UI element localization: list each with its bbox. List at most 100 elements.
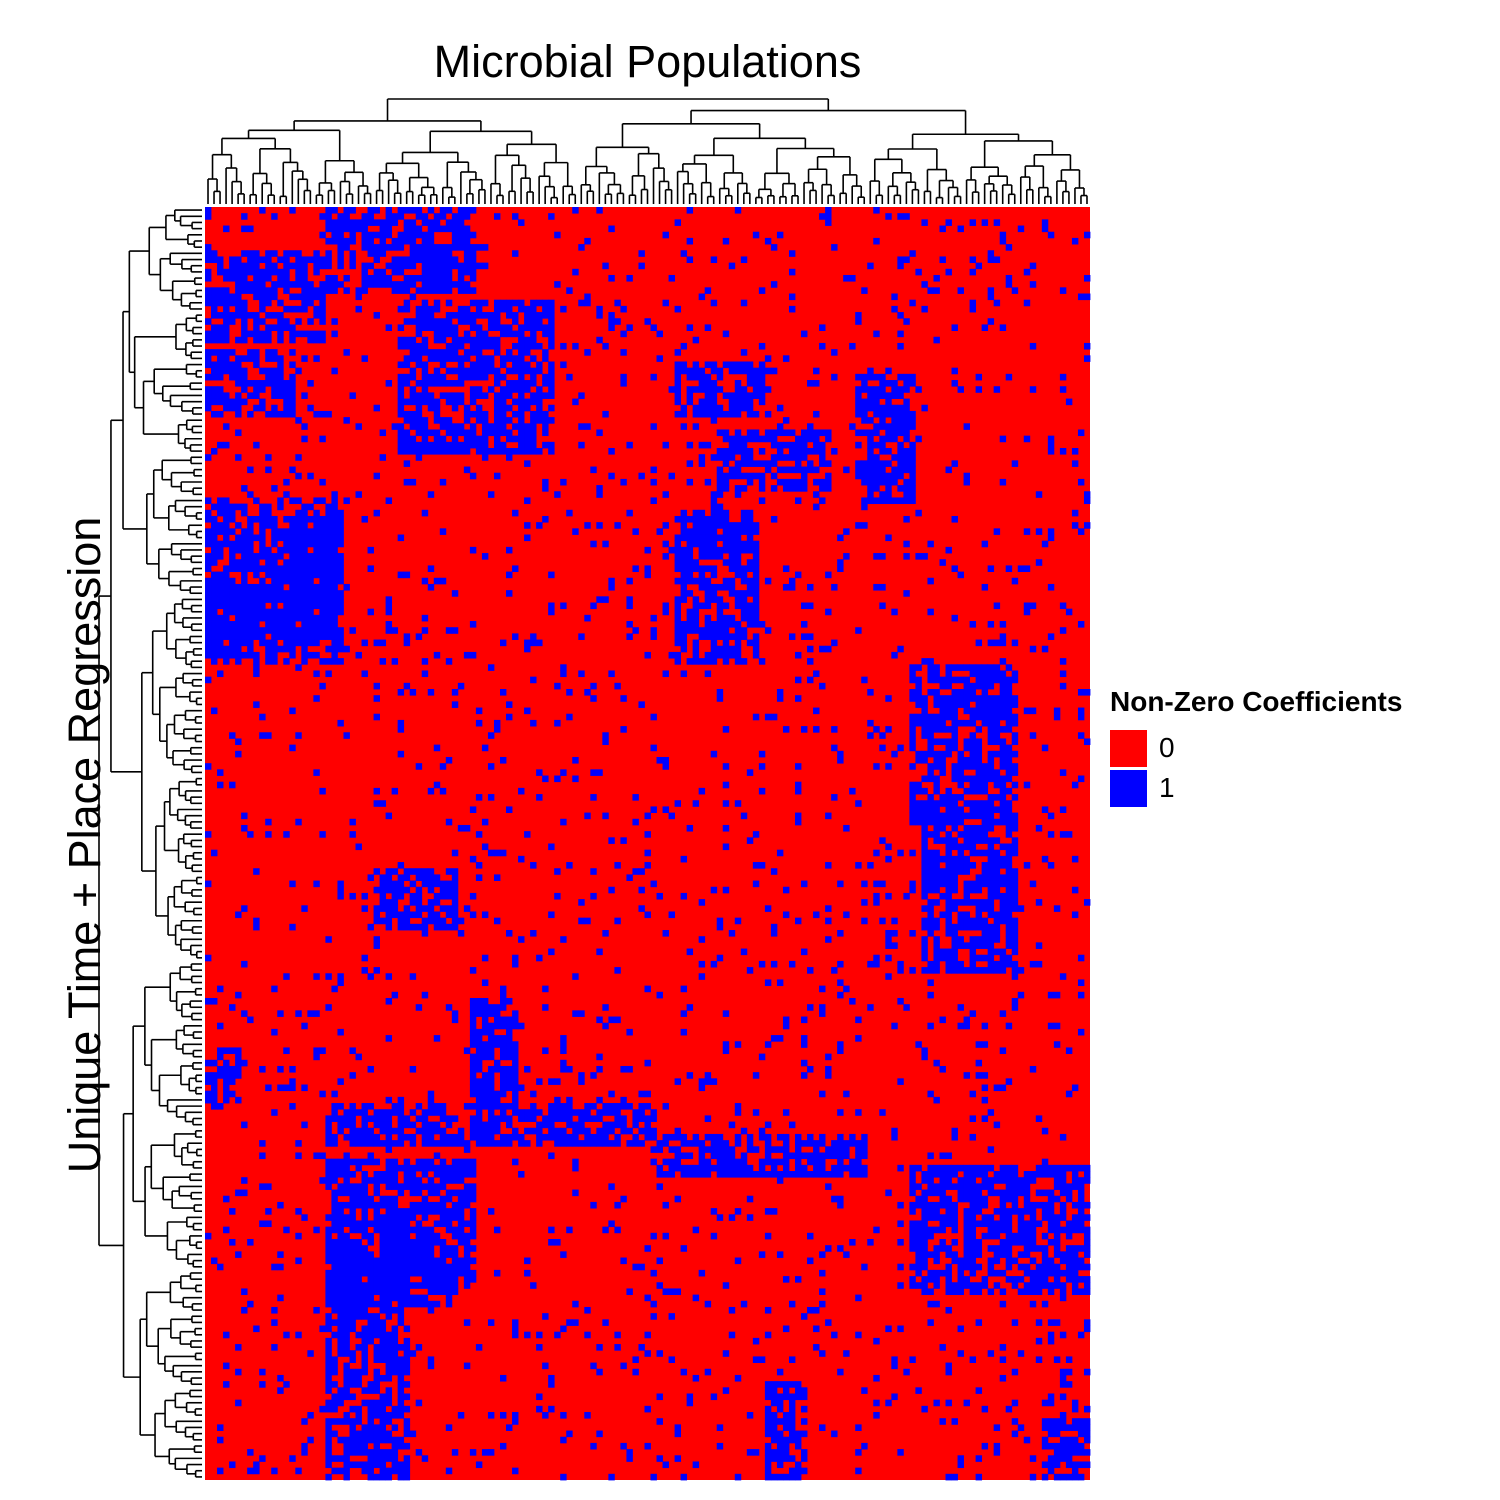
heatmap-cell bbox=[433, 577, 441, 585]
heatmap-cell bbox=[837, 1195, 844, 1203]
heatmap-cell bbox=[337, 658, 344, 665]
heatmap-cell bbox=[927, 886, 934, 894]
heatmap-cell bbox=[680, 590, 688, 597]
heatmap-cell bbox=[692, 386, 700, 393]
heatmap-cell bbox=[987, 911, 995, 919]
heatmap-cell bbox=[999, 1189, 1007, 1197]
heatmap-cell bbox=[469, 410, 477, 418]
heatmap-cell bbox=[782, 1171, 790, 1178]
heatmap-cell bbox=[331, 281, 338, 288]
heatmap-cell bbox=[205, 831, 212, 838]
heatmap-cell bbox=[223, 1078, 230, 1085]
heatmap-cell bbox=[421, 930, 429, 937]
heatmap-cell bbox=[307, 503, 314, 511]
heatmap-cell bbox=[349, 1189, 356, 1197]
heatmap-cell bbox=[650, 744, 657, 752]
heatmap-cell bbox=[391, 1195, 399, 1203]
heatmap-cell bbox=[415, 441, 423, 449]
heatmap-cell bbox=[819, 485, 826, 492]
heatmap-cell bbox=[1041, 540, 1049, 548]
heatmap-cell bbox=[211, 577, 218, 585]
heatmap-cell bbox=[782, 583, 790, 591]
heatmap-cell bbox=[867, 441, 874, 449]
heatmap-cell bbox=[722, 1041, 730, 1048]
heatmap-cell bbox=[746, 361, 754, 369]
heatmap-cell bbox=[1023, 781, 1031, 789]
heatmap-cell bbox=[680, 546, 688, 554]
heatmap-cell bbox=[915, 268, 922, 276]
heatmap-cell bbox=[999, 862, 1007, 869]
heatmap-cell bbox=[481, 1103, 489, 1110]
heatmap-cell bbox=[223, 1065, 230, 1073]
heatmap-cell bbox=[698, 460, 706, 467]
heatmap-cell bbox=[939, 726, 946, 733]
heatmap-cell bbox=[217, 621, 224, 628]
heatmap-cell bbox=[271, 312, 278, 319]
heatmap-cell bbox=[891, 404, 898, 412]
heatmap-cell bbox=[1071, 1164, 1079, 1172]
heatmap-cell bbox=[927, 831, 934, 838]
heatmap-cell bbox=[975, 775, 983, 783]
heatmap-cell bbox=[457, 213, 465, 220]
heatmap-cell bbox=[493, 410, 501, 418]
heatmap-cell bbox=[355, 423, 362, 430]
heatmap-cell bbox=[277, 380, 284, 387]
heatmap-cell bbox=[475, 1127, 483, 1135]
heatmap-cell bbox=[301, 515, 308, 523]
heatmap-cell bbox=[289, 380, 296, 387]
heatmap-cell bbox=[439, 892, 447, 900]
heatmap-cell bbox=[289, 559, 296, 566]
heatmap-cell bbox=[241, 905, 248, 912]
heatmap-cell bbox=[391, 1201, 399, 1209]
heatmap-cell bbox=[265, 658, 272, 665]
heatmap-cell bbox=[951, 689, 958, 696]
heatmap-cell bbox=[229, 361, 236, 369]
heatmap-cell bbox=[963, 478, 970, 486]
heatmap-cell bbox=[644, 911, 651, 919]
heatmap-cell bbox=[463, 207, 471, 214]
heatmap-cell bbox=[939, 559, 946, 566]
heatmap-cell bbox=[403, 441, 411, 449]
heatmap-cell bbox=[987, 1164, 995, 1172]
heatmap-cell bbox=[885, 367, 892, 375]
heatmap-cell bbox=[463, 1164, 471, 1172]
heatmap-cell bbox=[397, 244, 405, 251]
heatmap-cell bbox=[253, 312, 260, 319]
heatmap-cell bbox=[343, 1133, 350, 1141]
heatmap-cell bbox=[331, 1208, 338, 1215]
heatmap-cell bbox=[740, 528, 748, 535]
heatmap-cell bbox=[969, 954, 977, 962]
heatmap-cell bbox=[644, 831, 651, 838]
heatmap-cell bbox=[891, 429, 898, 437]
heatmap-cell bbox=[391, 281, 399, 288]
heatmap-cell bbox=[439, 435, 447, 443]
heatmap-cell bbox=[710, 553, 718, 560]
heatmap-cell bbox=[686, 478, 694, 486]
heatmap-cell bbox=[855, 1146, 862, 1153]
heatmap-cell bbox=[530, 410, 537, 418]
heatmap-cell bbox=[1059, 386, 1067, 393]
heatmap-cell bbox=[259, 577, 266, 585]
heatmap-cell bbox=[680, 571, 688, 579]
heatmap-cell bbox=[367, 1065, 374, 1073]
heatmap-cell bbox=[746, 472, 754, 480]
heatmap-cell bbox=[722, 614, 730, 622]
heatmap-cell bbox=[867, 960, 874, 968]
heatmap-cell bbox=[421, 318, 429, 325]
heatmap-cell bbox=[752, 633, 760, 640]
heatmap-cell bbox=[758, 448, 766, 455]
heatmap-cell bbox=[584, 237, 591, 245]
heatmap-cell bbox=[295, 1010, 302, 1017]
heatmap-cell bbox=[247, 312, 254, 319]
heatmap-cell bbox=[987, 960, 995, 968]
heatmap-cell bbox=[855, 1140, 862, 1147]
heatmap-cell bbox=[259, 404, 266, 412]
heatmap-cell bbox=[873, 478, 880, 486]
heatmap-cell bbox=[596, 522, 603, 529]
heatmap-cell bbox=[319, 287, 326, 294]
heatmap-cell bbox=[807, 1133, 814, 1141]
heatmap-cell bbox=[999, 1177, 1007, 1184]
heatmap-cell bbox=[951, 794, 958, 801]
heatmap-cell bbox=[945, 930, 952, 937]
heatmap-cell bbox=[355, 491, 362, 498]
